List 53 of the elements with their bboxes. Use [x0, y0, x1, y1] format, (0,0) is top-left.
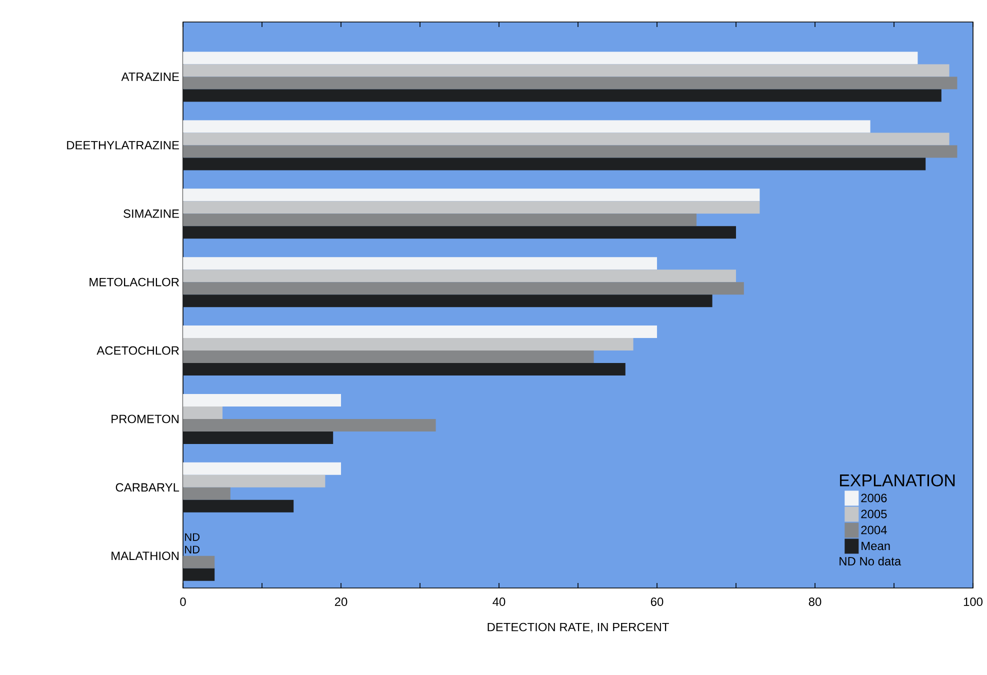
- bar: [182, 487, 230, 500]
- y-tick-label: CARBARYL: [116, 483, 180, 492]
- y-tick-label: ATRAZINE: [121, 72, 179, 81]
- y-tick-label: METOLACHLOR: [90, 278, 179, 286]
- x-tick-label: 60: [650, 598, 664, 606]
- x-tick-label: 80: [808, 598, 822, 606]
- bar: [182, 350, 594, 364]
- bar: [182, 257, 658, 270]
- x-axis-title: DETECTION RATE, IN PERCENT: [488, 622, 669, 633]
- bar: [182, 406, 222, 419]
- bar: [182, 294, 712, 308]
- legend-title: EXPLANATION: [840, 474, 955, 486]
- bar: [182, 132, 950, 146]
- x-tick-label: 0: [180, 598, 186, 606]
- bar: [182, 282, 744, 295]
- bar: [182, 556, 215, 568]
- y-tick-label: DEETHYLATRAZINE: [67, 141, 179, 150]
- bar: [182, 64, 950, 77]
- bar: [182, 145, 958, 158]
- bar: [182, 76, 958, 90]
- bar: [182, 201, 760, 214]
- annotation: ND: [185, 533, 200, 541]
- bar: [182, 431, 334, 444]
- bar: [182, 89, 942, 102]
- bar: [182, 418, 436, 432]
- legend-label: Mean: [862, 542, 890, 550]
- bar: [182, 226, 736, 239]
- x-tick-label: 100: [964, 598, 983, 606]
- bar: [182, 500, 294, 512]
- bar: [182, 270, 736, 282]
- bar: [182, 52, 918, 64]
- bar: [182, 188, 760, 202]
- y-tick-label: PROMETON: [112, 414, 179, 424]
- x-tick-label: 40: [492, 598, 506, 606]
- legend-label: 2005: [861, 510, 887, 518]
- bar: [182, 338, 634, 351]
- bar: [182, 363, 626, 376]
- bar: [182, 474, 326, 488]
- annotation: ND No data: [840, 556, 902, 566]
- x-tick-label: 20: [334, 598, 348, 606]
- bar: [182, 568, 215, 581]
- legend-label: 2006: [861, 494, 887, 502]
- y-tick-label: SIMAZINE: [124, 209, 179, 218]
- y-tick-label: ACETOCHLOR: [96, 346, 179, 355]
- bar: [182, 120, 870, 133]
- bar: [182, 394, 341, 406]
- bar: [182, 462, 341, 475]
- legend-label: 2004: [861, 526, 887, 534]
- annotation: ND: [185, 546, 200, 554]
- bar: [182, 214, 697, 226]
- y-tick-label: MALATHION: [112, 552, 179, 560]
- bar: [182, 158, 926, 170]
- bar: [182, 326, 658, 338]
